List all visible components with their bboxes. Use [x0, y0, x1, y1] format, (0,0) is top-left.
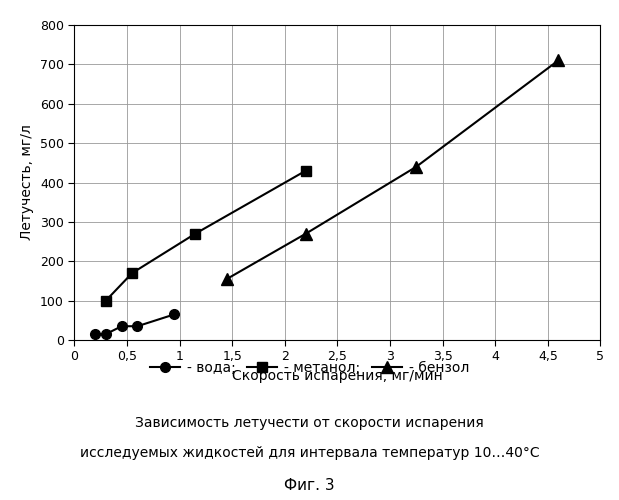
Y-axis label: Летучесть, мг/л: Летучесть, мг/л [20, 124, 34, 240]
Text: Зависимость летучести от скорости испарения: Зависимость летучести от скорости испаре… [135, 416, 484, 430]
Text: Фиг. 3: Фиг. 3 [284, 478, 335, 492]
X-axis label: Скорость испарения, мг/мин: Скорость испарения, мг/мин [232, 369, 443, 383]
Legend: - вода;, - метанол;, - бензол: - вода;, - метанол;, - бензол [144, 356, 475, 380]
Text: исследуемых жидкостей для интервала температур 10…40°C: исследуемых жидкостей для интервала темп… [80, 446, 539, 460]
